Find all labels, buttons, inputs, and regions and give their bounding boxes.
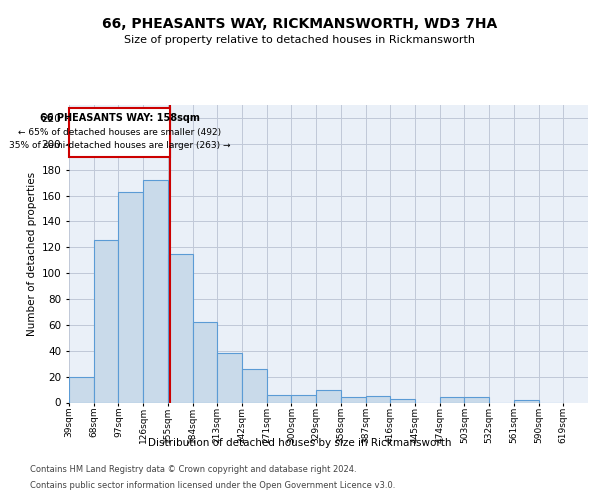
Bar [118,192,143,402]
Bar [69,108,170,156]
Bar [316,390,341,402]
Bar [514,400,539,402]
Bar [390,398,415,402]
Bar [440,398,464,402]
Text: 35% of semi-detached houses are larger (263) →: 35% of semi-detached houses are larger (… [9,142,230,150]
Text: Contains HM Land Registry data © Crown copyright and database right 2024.: Contains HM Land Registry data © Crown c… [30,466,356,474]
Bar [69,376,94,402]
Text: 66 PHEASANTS WAY: 158sqm: 66 PHEASANTS WAY: 158sqm [40,114,200,124]
Bar [267,394,292,402]
Text: 66, PHEASANTS WAY, RICKMANSWORTH, WD3 7HA: 66, PHEASANTS WAY, RICKMANSWORTH, WD3 7H… [103,18,497,32]
Bar [341,398,365,402]
Bar [292,394,316,402]
Text: Contains public sector information licensed under the Open Government Licence v3: Contains public sector information licen… [30,480,395,490]
Bar [168,254,193,402]
Bar [242,369,267,402]
Bar [193,322,217,402]
Y-axis label: Number of detached properties: Number of detached properties [28,172,37,336]
Bar [94,240,118,402]
Text: Distribution of detached houses by size in Rickmansworth: Distribution of detached houses by size … [148,438,452,448]
Bar [365,396,390,402]
Bar [217,354,242,403]
Bar [143,180,168,402]
Text: ← 65% of detached houses are smaller (492): ← 65% of detached houses are smaller (49… [18,128,221,136]
Text: Size of property relative to detached houses in Rickmansworth: Size of property relative to detached ho… [125,35,476,45]
Bar [464,398,489,402]
